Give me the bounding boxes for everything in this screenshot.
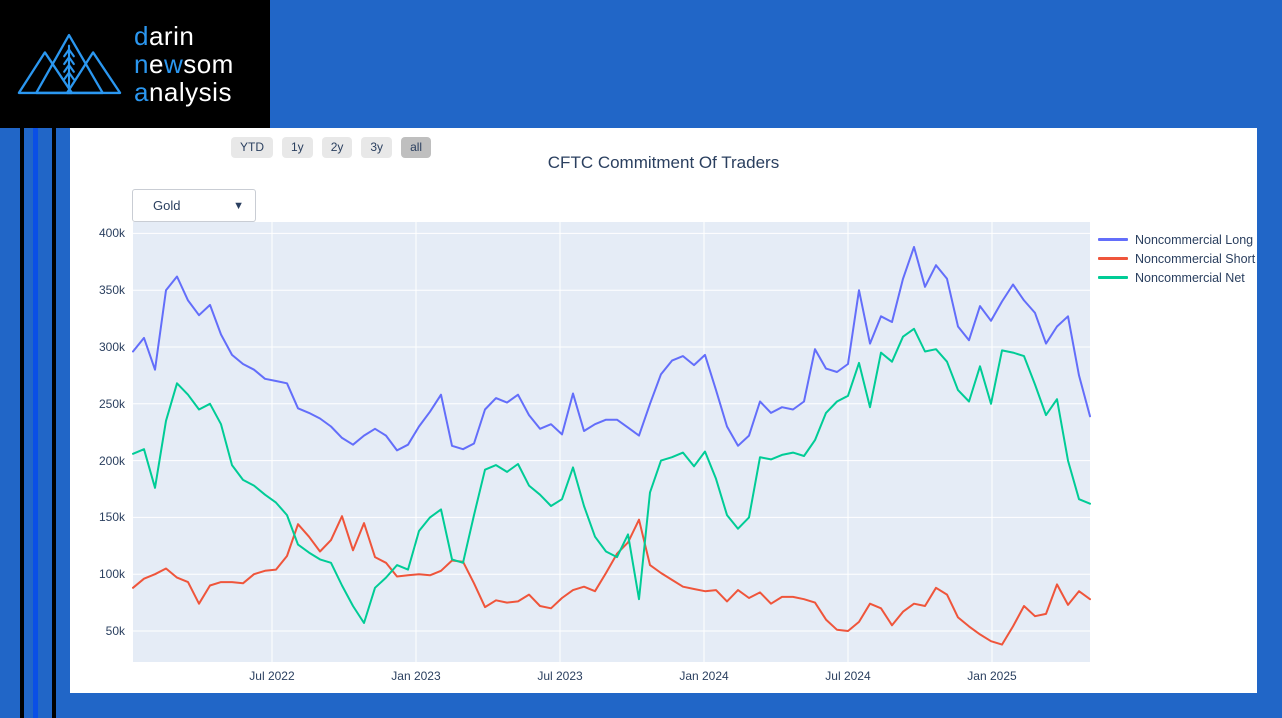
legend-label: Noncommercial Short bbox=[1135, 251, 1256, 266]
y-tick-label: 300k bbox=[98, 339, 125, 354]
chevron-down-icon: ▼ bbox=[233, 199, 244, 212]
logo-text: darin newsom analysis bbox=[134, 21, 234, 107]
y-tick-label: 350k bbox=[98, 283, 125, 298]
x-tick-label: Jan 2025 bbox=[967, 669, 1017, 683]
chart-card: YTD 1y 2y 3y all CFTC Commitment Of Trad… bbox=[70, 128, 1257, 693]
legend-item-noncommercial-net[interactable]: Noncommercial Net bbox=[1098, 268, 1255, 287]
legend-label: Noncommercial Net bbox=[1135, 270, 1245, 285]
legend-line-swatch bbox=[1098, 276, 1128, 279]
instrument-dropdown-value: Gold bbox=[153, 198, 181, 213]
range-button-ytd[interactable]: YTD bbox=[231, 137, 273, 158]
legend-line-swatch bbox=[1098, 257, 1128, 260]
x-tick-label: Jul 2023 bbox=[537, 669, 583, 683]
cot-line-chart[interactable] bbox=[132, 222, 1091, 662]
y-tick-label: 200k bbox=[98, 453, 125, 468]
x-tick-label: Jan 2023 bbox=[391, 669, 441, 683]
plot-area[interactable] bbox=[132, 222, 1091, 662]
legend-item-noncommercial-long[interactable]: Noncommercial Long bbox=[1098, 230, 1255, 249]
y-tick-label: 150k bbox=[98, 510, 125, 525]
mountain-wheat-icon bbox=[17, 33, 122, 95]
range-button-toolbar: YTD 1y 2y 3y all bbox=[231, 137, 432, 158]
y-tick-label: 400k bbox=[98, 226, 125, 241]
y-tick-label: 100k bbox=[98, 567, 125, 582]
left-stripe-black-1 bbox=[20, 128, 24, 718]
legend-item-noncommercial-short[interactable]: Noncommercial Short bbox=[1098, 249, 1255, 268]
legend-label: Noncommercial Long bbox=[1135, 232, 1254, 247]
left-stripe-black-2 bbox=[52, 128, 56, 718]
range-button-1y[interactable]: 1y bbox=[282, 137, 313, 158]
instrument-dropdown[interactable]: Gold ▼ bbox=[132, 189, 256, 222]
x-tick-label: Jul 2022 bbox=[249, 669, 295, 683]
y-tick-label: 50k bbox=[105, 623, 125, 638]
left-stripe-accent-blue bbox=[33, 128, 38, 718]
range-button-2y[interactable]: 2y bbox=[321, 137, 353, 158]
logo-box: darin newsom analysis bbox=[0, 0, 270, 128]
range-button-3y[interactable]: 3y bbox=[361, 137, 393, 158]
range-button-all[interactable]: all bbox=[401, 137, 432, 158]
x-tick-label: Jul 2024 bbox=[825, 669, 871, 683]
y-tick-label: 250k bbox=[98, 396, 125, 411]
x-tick-label: Jan 2024 bbox=[679, 669, 729, 683]
legend-line-swatch bbox=[1098, 238, 1128, 241]
legend: Noncommercial Long Noncommercial Short N… bbox=[1098, 230, 1255, 287]
chart-title: CFTC Commitment Of Traders bbox=[547, 153, 780, 172]
